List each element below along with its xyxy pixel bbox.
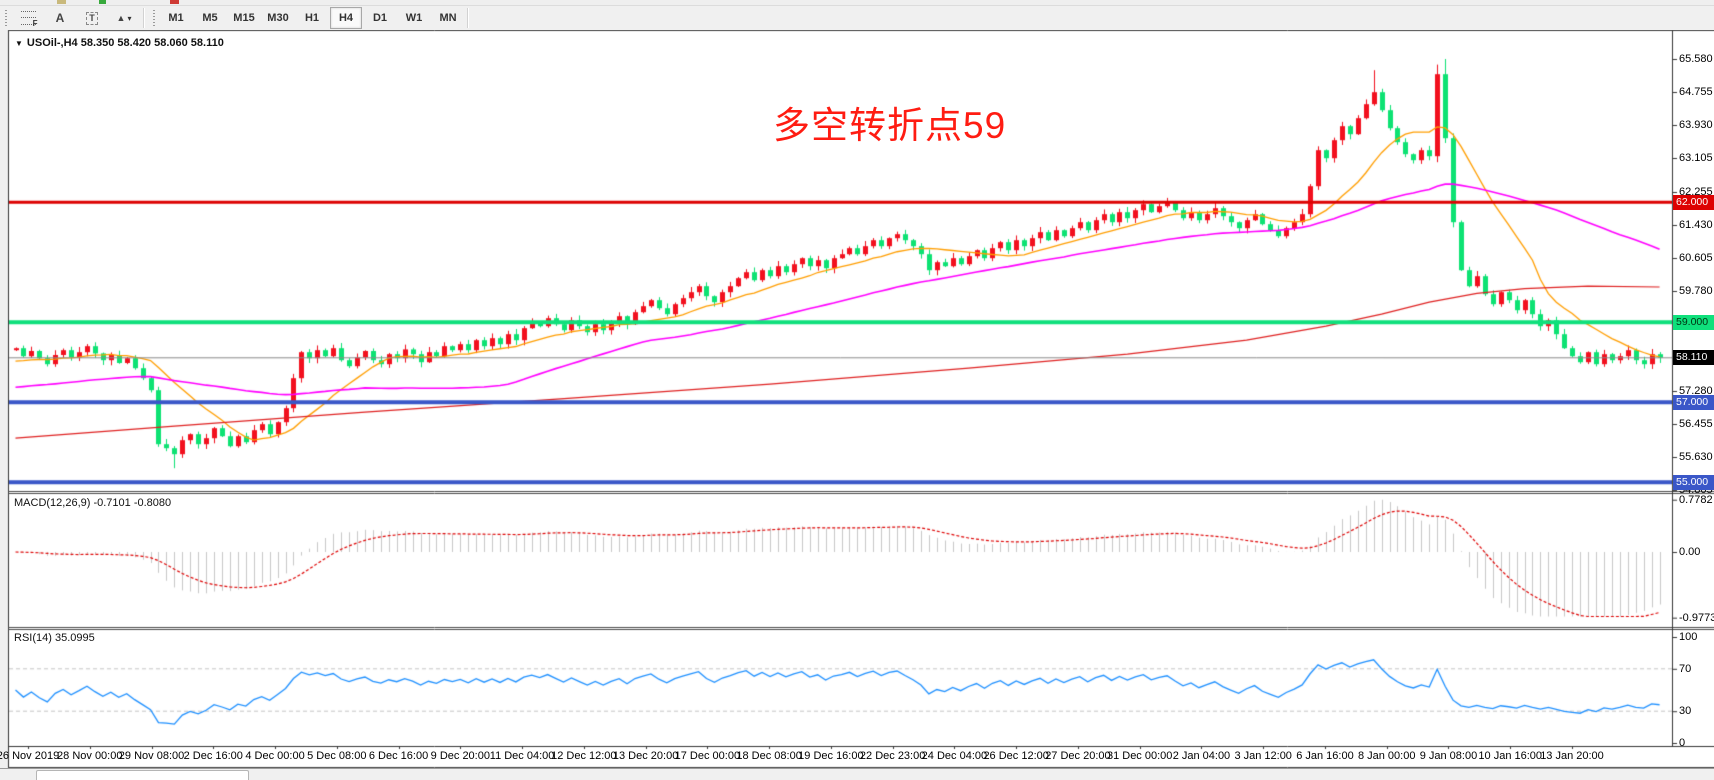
price-tick-label: 55.630 [1679,451,1713,463]
timeframe-label: M5 [202,12,218,24]
time-tick-label[interactable]: 27 Dec 20:00 [1045,750,1111,762]
toolbar-sliver-fragment [170,0,179,4]
rsi-tick-label: 70 [1679,662,1692,675]
time-tick-label[interactable]: 5 Dec 08:00 [307,750,367,762]
timeframe-group: M1 M5 M15 M30 H1 H4 D1 W1 MN [160,7,464,29]
time-tick-label[interactable]: 19 Dec 16:00 [798,750,864,762]
timeframe-button-h4[interactable]: H4 [330,7,362,29]
time-tick-label[interactable]: 24 Dec 04:00 [921,750,988,762]
timeframe-label: H1 [304,12,320,24]
price-tick-label: 60.605 [1679,252,1713,264]
timeframe-label: M30 [267,12,289,24]
price-tick-label: 57.280 [1679,385,1713,397]
arrows-tool-button[interactable]: ▲ ▾ [108,7,140,29]
rsi-tick-label: 0 [1679,737,1686,749]
top-toolbar-sliver [0,0,1714,6]
time-tick-label[interactable]: 11 Dec 04:00 [489,750,555,762]
price-tick-label: 65.580 [1679,53,1713,65]
text-tool-button[interactable]: A [44,7,76,29]
price-tick-label: 56.455 [1679,418,1713,430]
time-tick-label[interactable]: 31 Dec 00:00 [1106,750,1173,762]
price-badge: 58.110 [1673,350,1714,366]
bottom-strip [0,768,1714,779]
time-tick-label[interactable]: 17 Dec 00:00 [674,750,741,762]
macd-tick-label: 0.7782 [1679,493,1713,506]
timeframe-button-d1[interactable]: D1 [364,7,396,29]
time-tick-label[interactable]: 13 Jan 20:00 [1540,750,1604,762]
timeframe-button-h1[interactable]: H1 [296,7,328,29]
time-tick-label[interactable]: 9 Dec 20:00 [430,750,490,762]
toolbar-sliver-fragment [99,0,106,4]
price-badge: 59.000 [1673,314,1714,330]
macd-label: MACD(12,26,9) -0.7101 -0.8080 [14,497,172,509]
time-tick-label[interactable]: 13 Dec 20:00 [612,750,679,762]
timeframe-button-m5[interactable]: M5 [194,7,226,29]
timeframe-label: H4 [338,12,354,24]
toolbar-separator [467,8,469,28]
price-tick-label: 61.430 [1679,219,1713,231]
rsi-label: RSI(14) 35.0995 [14,632,95,644]
time-tick-label[interactable]: 26 Dec 12:00 [983,750,1049,762]
toolbar: F A T ▲ ▾ M1 M5 M15 M30 H1 H4 D1 W1 MN [0,6,1714,30]
time-tick-label[interactable]: 12 Dec 12:00 [551,750,617,762]
toolbar-sliver-fragment [57,0,66,4]
timeframe-button-m30[interactable]: M30 [262,7,294,29]
docked-panel-edge [36,770,249,780]
rsi-tick-label: 30 [1679,705,1692,718]
toolbar-separator [143,8,145,28]
time-tick-label[interactable]: 4 Dec 00:00 [245,750,305,762]
fibonacci-icon: F [20,11,38,28]
timeframe-label: D1 [372,12,388,24]
text-label-tool-button[interactable]: T [76,7,108,29]
timeframe-label: M15 [233,12,255,24]
chevron-down-icon: ▾ [127,13,132,23]
time-tick-label[interactable]: 18 Dec 08:00 [736,750,802,762]
macd-tick-label: 0.00 [1679,546,1701,558]
toolbar-grip[interactable] [152,10,157,26]
time-tick-label[interactable]: 22 Dec 23:00 [859,750,926,762]
text-icon: A [55,11,65,25]
time-tick-label[interactable]: 28 Nov 00:00 [57,750,123,762]
timeframe-button-m1[interactable]: M1 [160,7,192,29]
price-badge: 55.000 [1673,474,1714,490]
timeframe-button-m15[interactable]: M15 [228,7,260,29]
time-tick-label[interactable]: 6 Jan 16:00 [1296,750,1354,762]
text-label-icon: T [86,11,98,25]
timeframe-label: MN [439,12,457,24]
symbol-dropdown-icon[interactable]: ▼ [15,39,23,48]
time-tick-label[interactable]: 2 Dec 16:00 [183,750,243,762]
price-tick-label: 63.930 [1679,119,1713,131]
macd-tick-label: -0.9773 [1679,611,1714,624]
fibonacci-tool-button[interactable]: F [12,7,44,29]
arrows-icon: ▲ [116,13,126,23]
time-tick-label[interactable]: 10 Jan 16:00 [1478,750,1543,762]
timeframe-label: W1 [405,12,423,24]
symbol-ohlc-text: USOil-,H4 58.350 58.420 58.060 58.110 [26,37,224,49]
price-tick-label: 63.105 [1679,152,1713,164]
symbol-header[interactable]: ▼ USOil-,H4 58.350 58.420 58.060 58.110 [15,37,224,49]
time-tick-label[interactable]: 2 Jan 04:00 [1172,750,1231,762]
chart-annotation-text: 多空转折点59 [773,105,1007,146]
time-tick-label[interactable]: 3 Jan 12:00 [1234,750,1292,762]
price-tick-label: 59.780 [1679,285,1713,297]
time-tick-label[interactable]: 8 Jan 00:00 [1357,750,1416,762]
timeframe-label: M1 [168,12,184,24]
time-tick-label[interactable]: 26 Nov 2019 [0,750,60,762]
time-tick-label[interactable]: 29 Nov 08:00 [118,750,185,762]
timeframe-button-w1[interactable]: W1 [398,7,430,29]
price-badge: 62.000 [1673,194,1714,210]
time-tick-label[interactable]: 6 Dec 16:00 [368,750,429,762]
time-tick-label[interactable]: 9 Jan 08:00 [1419,750,1478,762]
rsi-tick-label: 100 [1679,631,1698,643]
price-tick-label: 64.755 [1679,86,1713,98]
timeframe-button-mn[interactable]: MN [432,7,464,29]
price-badge: 57.000 [1673,394,1714,410]
toolbar-grip[interactable] [4,10,9,26]
